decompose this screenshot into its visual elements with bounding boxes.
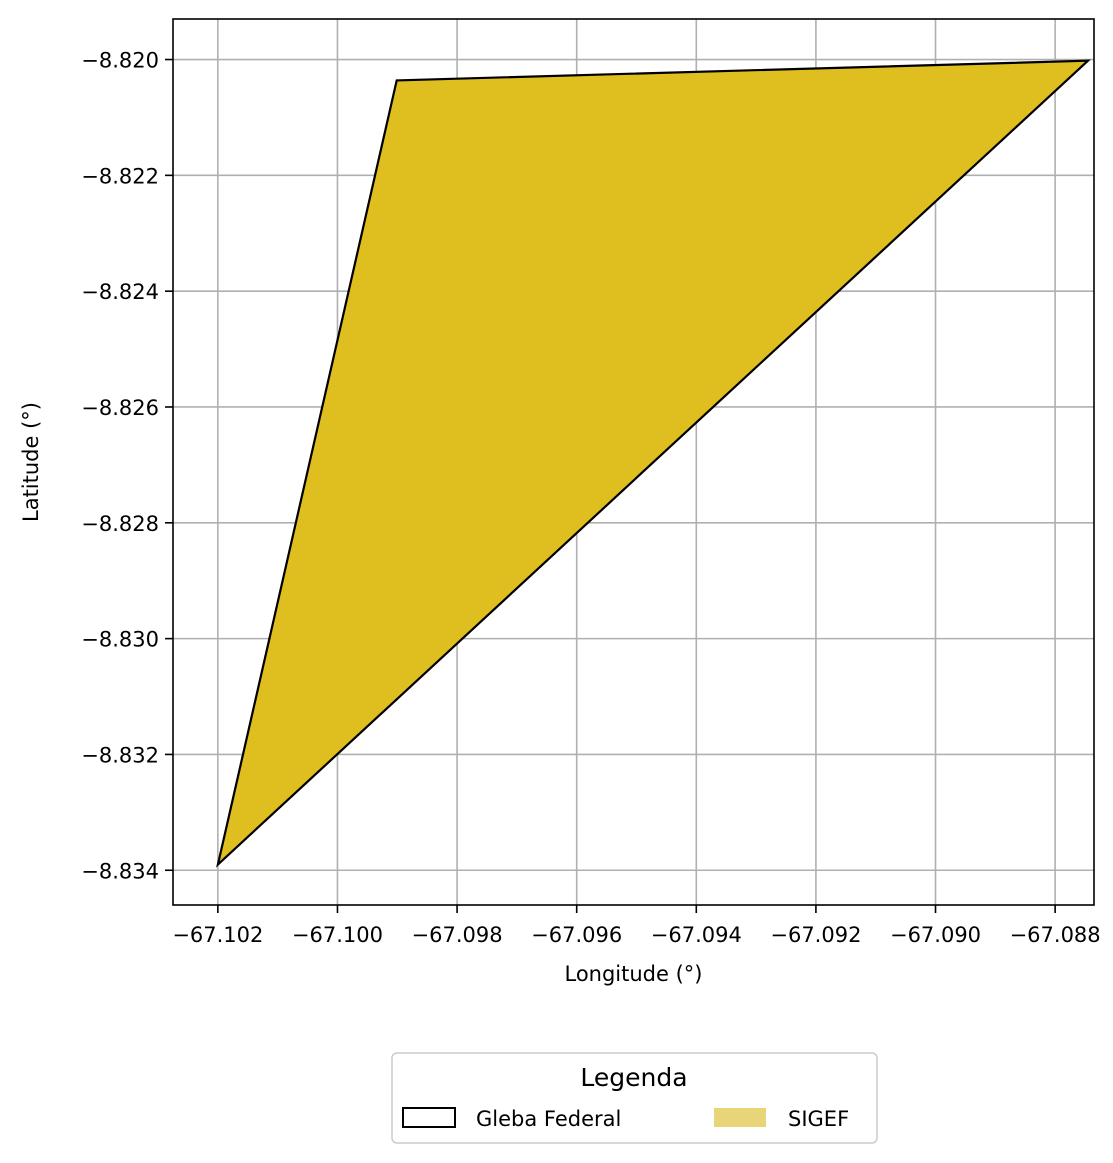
- legend-entry-gleba-federal: Gleba Federal: [476, 1107, 621, 1131]
- y-axis-label: Latitude (°): [19, 402, 43, 522]
- legend-entry-sigef: SIGEF: [788, 1107, 849, 1131]
- y-axis-ticks: −8.820 −8.822 −8.824 −8.826 −8.828 −8.830 −8.8…: [81, 49, 173, 883]
- x-tick-label: −67.100: [292, 923, 383, 947]
- plot-frame: [172, 18, 1095, 906]
- y-tick-label: −8.820: [81, 49, 159, 73]
- x-tick-label: −67.102: [172, 923, 263, 947]
- y-tick-label: −8.830: [81, 628, 159, 652]
- x-axis-label: Longitude (°): [564, 962, 702, 986]
- polygon-layer: [216, 59, 1091, 868]
- x-tick-label: −67.096: [531, 923, 622, 947]
- y-tick-label: −8.832: [81, 743, 159, 767]
- x-tick-label: −67.094: [651, 923, 742, 947]
- x-tick-label: −67.090: [890, 923, 981, 947]
- polygon-gleba-federal: [216, 59, 1091, 868]
- y-tick-label: −8.828: [81, 512, 159, 536]
- y-tick-label: −8.822: [81, 164, 159, 188]
- x-tick-label: −67.098: [412, 923, 503, 947]
- x-axis-ticks: −67.102 −67.100 −67.098 −67.096 −67.094 −67.0…: [172, 905, 1101, 947]
- y-tick-label: −8.826: [81, 396, 159, 420]
- legend-swatch-gleba-federal: [402, 1107, 456, 1128]
- legend-swatch-sigef: [714, 1108, 766, 1127]
- y-tick-label: −8.834: [81, 859, 159, 883]
- x-tick-label: −67.092: [770, 923, 861, 947]
- y-tick-label: −8.824: [81, 280, 159, 304]
- legend-title: Legenda: [580, 1063, 687, 1092]
- legend: Legenda Gleba Federal SIGEF: [391, 1052, 878, 1144]
- x-tick-label: −67.088: [1010, 923, 1101, 947]
